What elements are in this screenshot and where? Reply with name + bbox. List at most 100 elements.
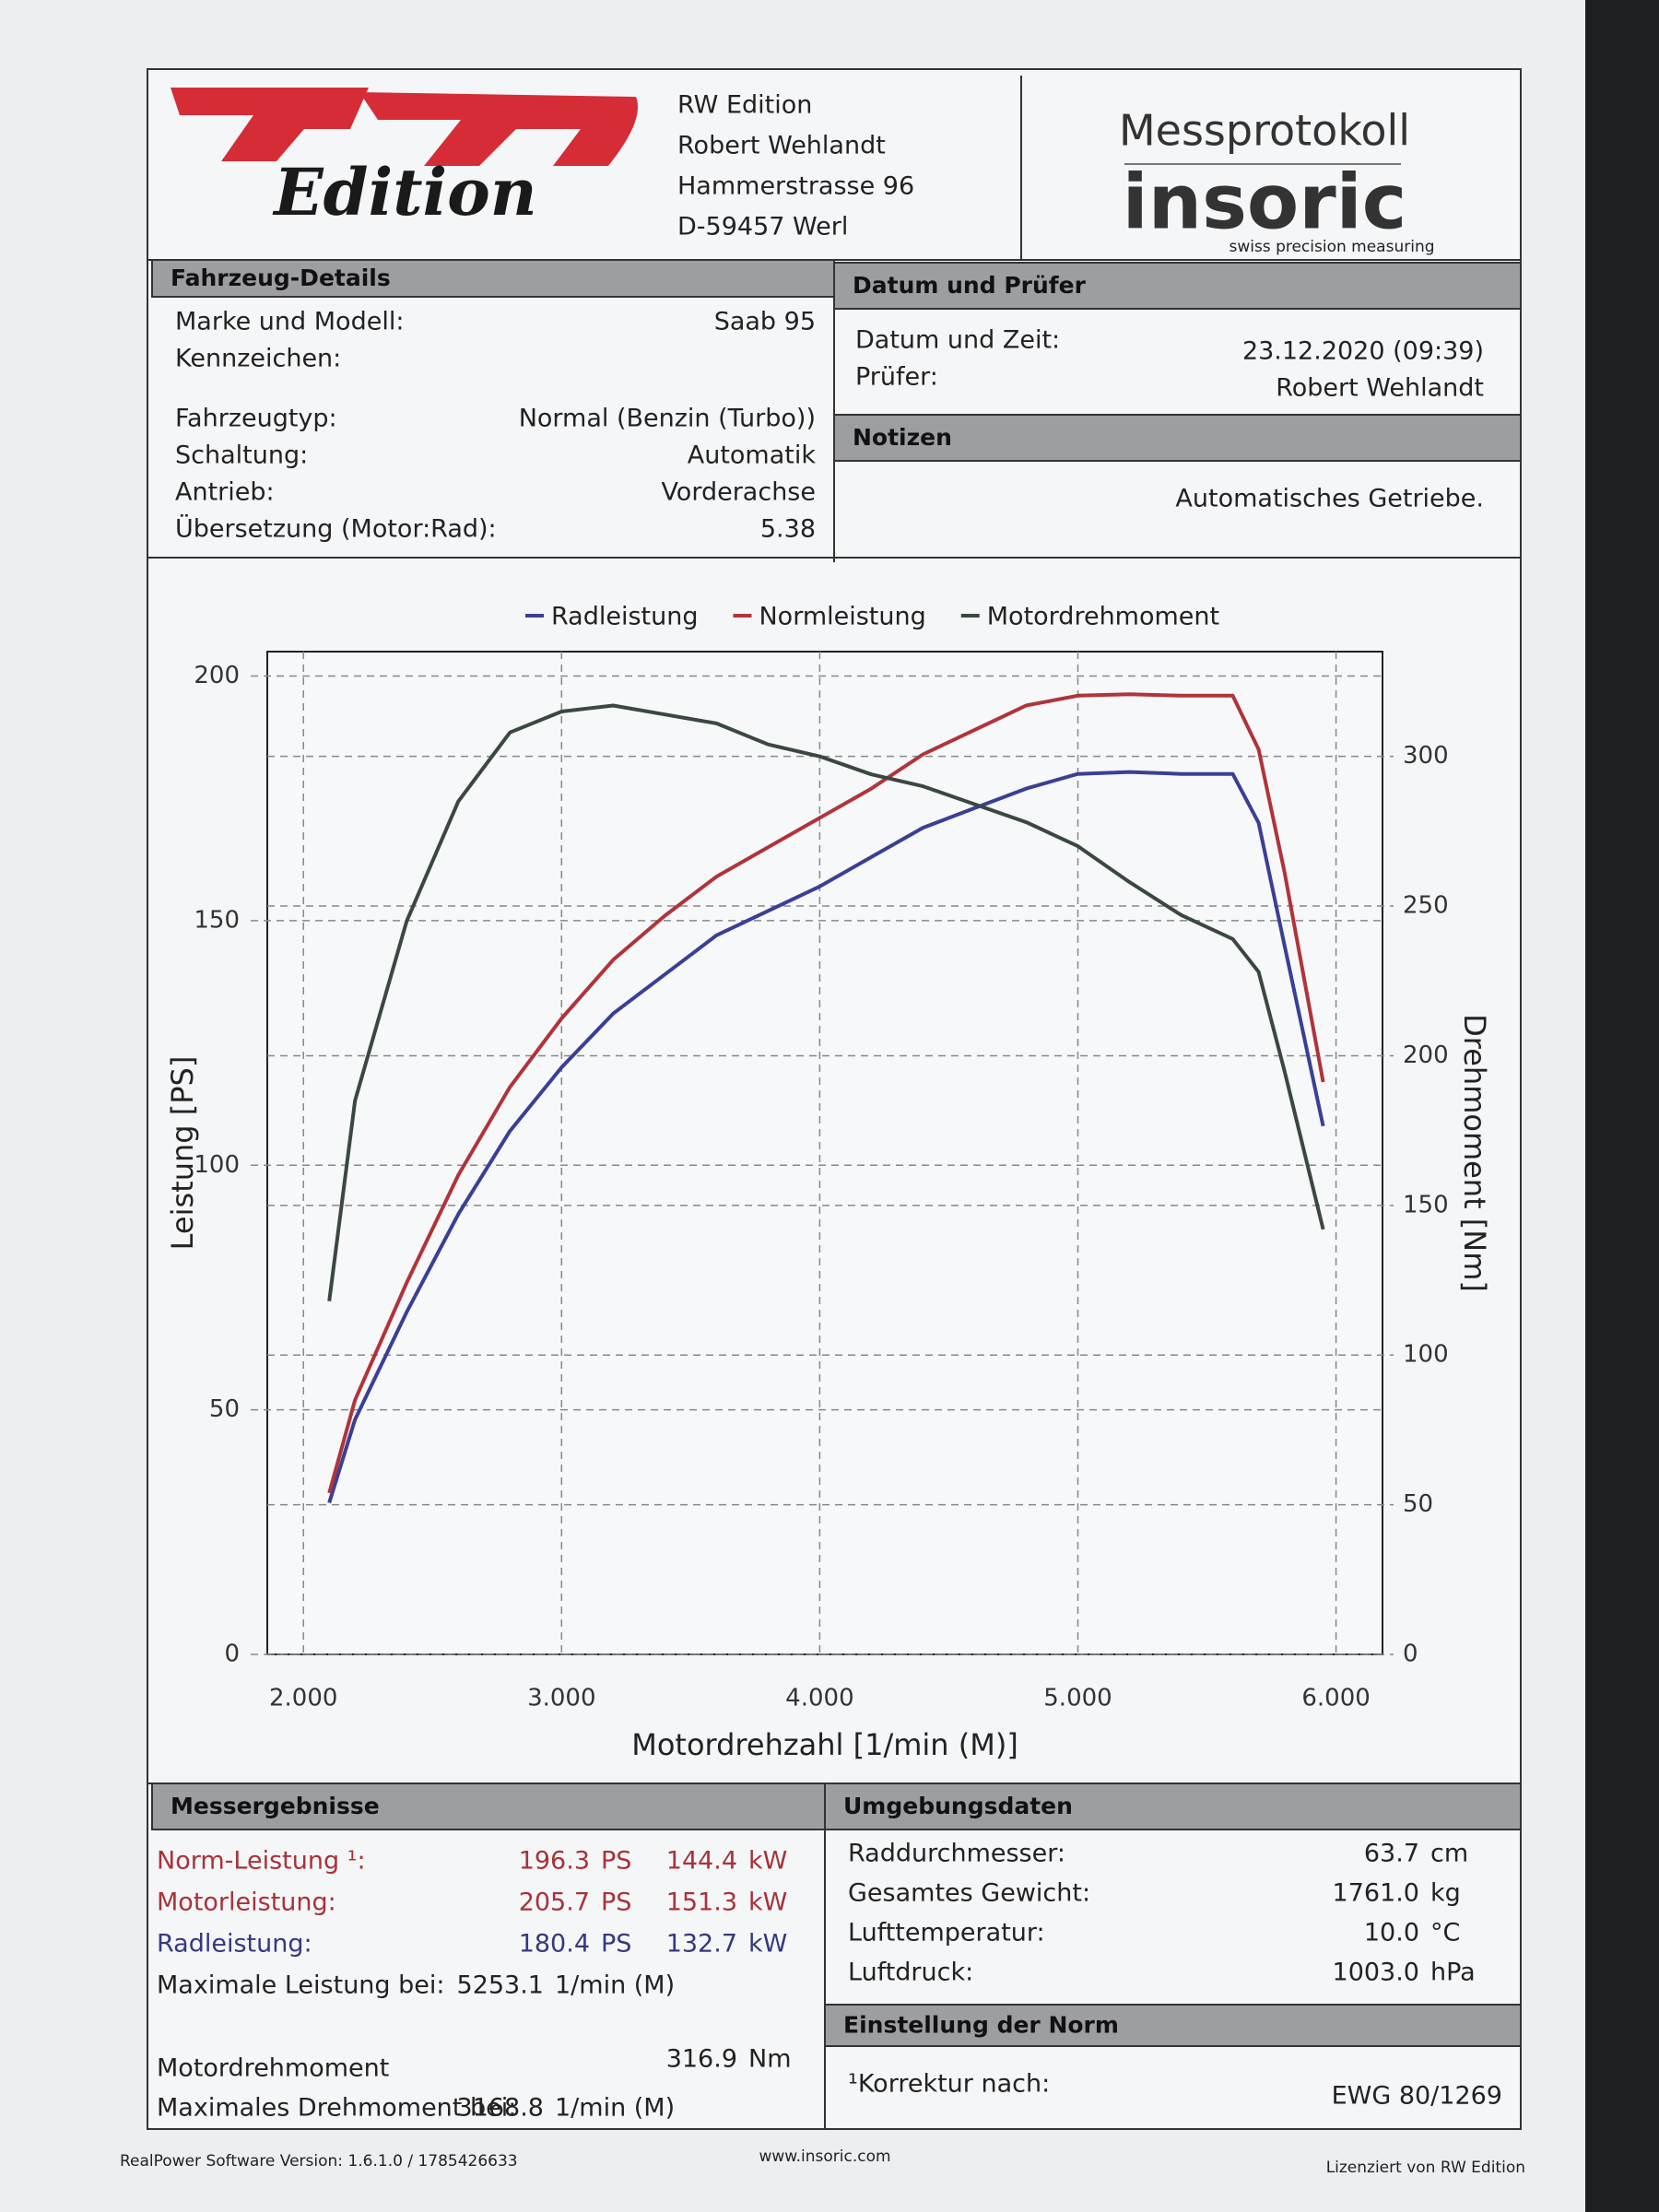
logo: Edition xyxy=(171,88,638,230)
result-unit: 1/min (M) xyxy=(555,1971,675,2000)
section-title: Einstellung der Norm xyxy=(843,2012,1119,2039)
env-value: 1761.0 xyxy=(1333,1879,1419,1908)
env-unit: kg xyxy=(1430,1879,1461,1908)
env-value: 63.7 xyxy=(1364,1840,1419,1868)
note-text: Automatisches Getriebe. xyxy=(1175,485,1484,513)
result-unit: kW xyxy=(748,1930,787,1959)
result-value: 205.7 xyxy=(519,1888,590,1917)
y2-tick-label: 200 xyxy=(1403,1041,1449,1069)
result-unit: PS xyxy=(601,1847,631,1876)
field-value: Vorderachse xyxy=(661,478,816,507)
env-label: Gesamtes Gewicht: xyxy=(848,1879,1090,1908)
series-line xyxy=(327,692,1325,1494)
x-tick-label: 4.000 xyxy=(785,1685,853,1712)
y2-tick-label: 150 xyxy=(1403,1191,1449,1218)
env-unit: cm xyxy=(1430,1840,1468,1868)
norm-label: ¹Korrektur nach: xyxy=(848,2070,1050,2099)
y2-tick-label: 300 xyxy=(1403,742,1449,770)
section-title: Messergebnisse xyxy=(171,1793,380,1819)
field-value: Normal (Benzin (Turbo)) xyxy=(519,405,816,433)
result-label: Maximales Drehmoment bei: xyxy=(157,2094,516,2123)
series-line xyxy=(327,770,1325,1504)
env-value: 1003.0 xyxy=(1333,1959,1419,1987)
y2-tick-label: 0 xyxy=(1403,1641,1418,1668)
y2-tick-label: 250 xyxy=(1403,892,1449,920)
field-label: Übersetzung (Motor:Rad): xyxy=(175,514,497,544)
address-line: Robert Wehlandt xyxy=(677,132,886,160)
field-label: Fahrzeugtyp: xyxy=(175,405,337,433)
address-line: Hammerstrasse 96 xyxy=(677,172,914,201)
y2-axis-label: Drehmoment [Nm] xyxy=(1457,1014,1492,1292)
section-title: Datum und Prüfer xyxy=(853,272,1087,299)
section-bar xyxy=(833,262,1522,310)
section-bar xyxy=(824,1783,1522,1830)
y2-tick-label: 50 xyxy=(1403,1490,1433,1518)
section-bar xyxy=(151,259,835,298)
y-tick-label: 50 xyxy=(209,1395,240,1423)
document-title: Messprotokoll xyxy=(1119,106,1410,156)
result-value: 151.3 xyxy=(666,1888,737,1917)
result-unit: PS xyxy=(601,1888,631,1917)
result-label: Motordrehmoment xyxy=(157,2054,389,2083)
norm-value: EWG 80/1269 xyxy=(1332,2082,1502,2111)
x-tick-label: 2.000 xyxy=(269,1685,337,1712)
field-value: 5.38 xyxy=(760,515,816,544)
section-bar xyxy=(151,1783,826,1830)
legend-label: Normleistung xyxy=(759,603,925,631)
field-label: Prüfer: xyxy=(855,363,938,392)
tagline: swiss precision measuring xyxy=(1229,238,1434,256)
env-label: Luftdruck: xyxy=(848,1959,973,1987)
result-unit: kW xyxy=(748,1847,787,1876)
field-value: Automatik xyxy=(688,441,817,470)
result-value: 316.9 xyxy=(666,2045,737,2074)
x-tick-label: 3.000 xyxy=(527,1685,595,1712)
result-unit: Nm xyxy=(748,2045,792,2074)
plot-area xyxy=(266,651,1383,1655)
footer-software: RealPower Software Version: 1.6.1.0 / 17… xyxy=(120,2152,518,2171)
x-axis-label: Motordrehzahl [1/min (M)] xyxy=(631,1727,1018,1762)
y-axis-label: Leistung [PS] xyxy=(165,1056,200,1251)
legend-label: Motordrehmoment xyxy=(987,603,1219,631)
result-unit: 1/min (M) xyxy=(555,2094,675,2123)
result-value: 5253.1 xyxy=(457,1971,544,2000)
field-label: Marke und Modell: xyxy=(175,308,404,336)
field-value: Robert Wehlandt xyxy=(1276,374,1484,403)
result-label: Radleistung: xyxy=(157,1930,312,1959)
env-label: Lufttemperatur: xyxy=(848,1919,1045,1947)
env-unit: °C xyxy=(1430,1919,1460,1947)
section-bar xyxy=(824,2004,1522,2047)
y-tick-label: 0 xyxy=(224,1641,240,1668)
x-tick-label: 6.000 xyxy=(1301,1685,1370,1712)
field-label: Antrieb: xyxy=(175,478,275,507)
address-line: RW Edition xyxy=(677,91,812,120)
series-line xyxy=(327,703,1325,1302)
result-value: 3168.8 xyxy=(457,2094,544,2123)
field-value: 23.12.2020 (09:39) xyxy=(1242,337,1484,366)
env-value: 10.0 xyxy=(1364,1919,1419,1947)
field-label: Kennzeichen: xyxy=(175,345,341,373)
footer-license: Lizenziert von RW Edition xyxy=(1326,2159,1525,2177)
section-title: Notizen xyxy=(853,424,952,451)
legend-label: Radleistung xyxy=(551,603,698,631)
field-label: Datum und Zeit: xyxy=(855,326,1060,355)
result-unit: PS xyxy=(601,1930,631,1959)
section-title: Fahrzeug-Details xyxy=(171,265,391,291)
y2-tick-label: 100 xyxy=(1403,1341,1449,1369)
env-label: Raddurchmesser: xyxy=(848,1840,1065,1868)
result-value: 180.4 xyxy=(519,1930,590,1959)
y-tick-label: 150 xyxy=(194,906,240,934)
y-tick-label: 200 xyxy=(194,662,240,689)
field-value: Saab 95 xyxy=(714,308,816,336)
field-label: Schaltung: xyxy=(175,441,308,470)
result-label: Motorleistung: xyxy=(157,1888,336,1917)
section-title: Umgebungsdaten xyxy=(843,1793,1073,1819)
x-tick-label: 5.000 xyxy=(1043,1685,1112,1712)
env-unit: hPa xyxy=(1430,1959,1476,1987)
result-value: 132.7 xyxy=(666,1930,737,1959)
result-unit: kW xyxy=(748,1888,787,1917)
result-label: Norm-Leistung ¹: xyxy=(157,1847,366,1876)
footer-website: www.insoric.com xyxy=(759,2147,890,2166)
logo-text: Edition xyxy=(272,154,536,230)
result-label: Maximale Leistung bei: xyxy=(157,1971,445,2000)
